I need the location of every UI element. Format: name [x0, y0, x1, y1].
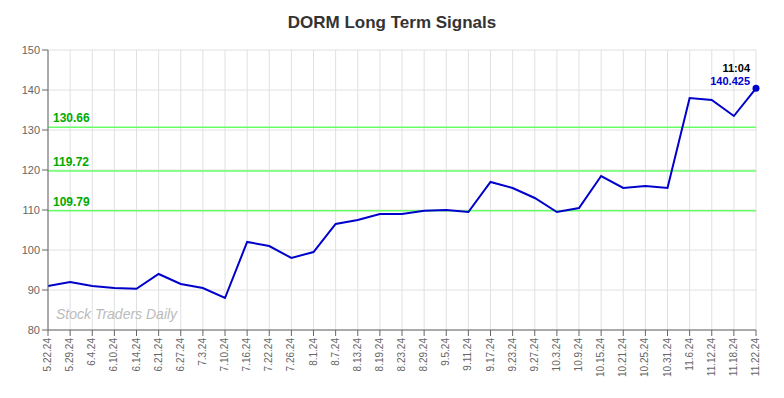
svg-text:109.79: 109.79 [53, 195, 90, 209]
html-text:Stock Traders Daily: Stock Traders Daily [56, 306, 178, 322]
svg-text:8.19.24: 8.19.24 [374, 338, 385, 372]
svg-text:7.22.24: 7.22.24 [263, 338, 274, 372]
svg-text:8.29.24: 8.29.24 [418, 338, 429, 372]
svg-text:8.1.24: 8.1.24 [308, 338, 319, 366]
svg-text:5.22.24: 5.22.24 [42, 338, 53, 372]
svg-text:100: 100 [22, 244, 40, 256]
svg-text:140: 140 [22, 84, 40, 96]
svg-text:8.7.24: 8.7.24 [330, 338, 341, 366]
svg-text:110: 110 [22, 204, 40, 216]
svg-text:7.10.24: 7.10.24 [219, 338, 230, 372]
svg-text:10.21.24: 10.21.24 [617, 338, 628, 377]
svg-text:9.11.24: 9.11.24 [462, 338, 473, 371]
svg-text:10.15.24: 10.15.24 [595, 338, 606, 377]
svg-text:11.22.24: 11.22.24 [750, 338, 761, 377]
svg-text:8.13.24: 8.13.24 [352, 338, 363, 372]
svg-text:6.10.24: 6.10.24 [108, 338, 119, 372]
svg-text:9.23.24: 9.23.24 [507, 338, 518, 372]
svg-text:8.23.24: 8.23.24 [396, 338, 407, 372]
svg-text:6.27.24: 6.27.24 [175, 338, 186, 372]
svg-text:6.14.24: 6.14.24 [131, 338, 142, 372]
svg-text:9.27.24: 9.27.24 [529, 338, 540, 372]
svg-text:9.5.24: 9.5.24 [440, 338, 451, 366]
svg-text:6.4.24: 6.4.24 [86, 338, 97, 366]
svg-text:120: 120 [22, 164, 40, 176]
svg-text:7.3.24: 7.3.24 [197, 338, 208, 366]
svg-text:7.26.24: 7.26.24 [285, 338, 296, 372]
svg-text:80: 80 [28, 324, 40, 336]
svg-text:9.17.24: 9.17.24 [485, 338, 496, 372]
svg-text:140.425: 140.425 [710, 75, 750, 87]
svg-text:130.66: 130.66 [53, 111, 90, 125]
svg-text:150: 150 [22, 44, 40, 56]
svg-text:5.29.24: 5.29.24 [64, 338, 75, 372]
svg-text:7.16.24: 7.16.24 [241, 338, 252, 372]
svg-text:90: 90 [28, 284, 40, 296]
svg-text:10.3.24: 10.3.24 [551, 338, 562, 372]
svg-text:10.25.24: 10.25.24 [639, 338, 650, 377]
svg-text:11.12.24: 11.12.24 [706, 338, 717, 377]
html-text:DORM Long Term Signals: DORM Long Term Signals [287, 13, 497, 32]
svg-text:11.6.24: 11.6.24 [684, 338, 695, 371]
svg-text:11.18.24: 11.18.24 [728, 338, 739, 377]
svg-text:130: 130 [22, 124, 40, 136]
svg-text:6.21.24: 6.21.24 [153, 338, 164, 372]
svg-text:10.9.24: 10.9.24 [573, 338, 584, 372]
svg-text:10.31.24: 10.31.24 [662, 338, 673, 377]
svg-text:119.72: 119.72 [53, 155, 89, 169]
svg-text:11:04: 11:04 [722, 62, 750, 74]
